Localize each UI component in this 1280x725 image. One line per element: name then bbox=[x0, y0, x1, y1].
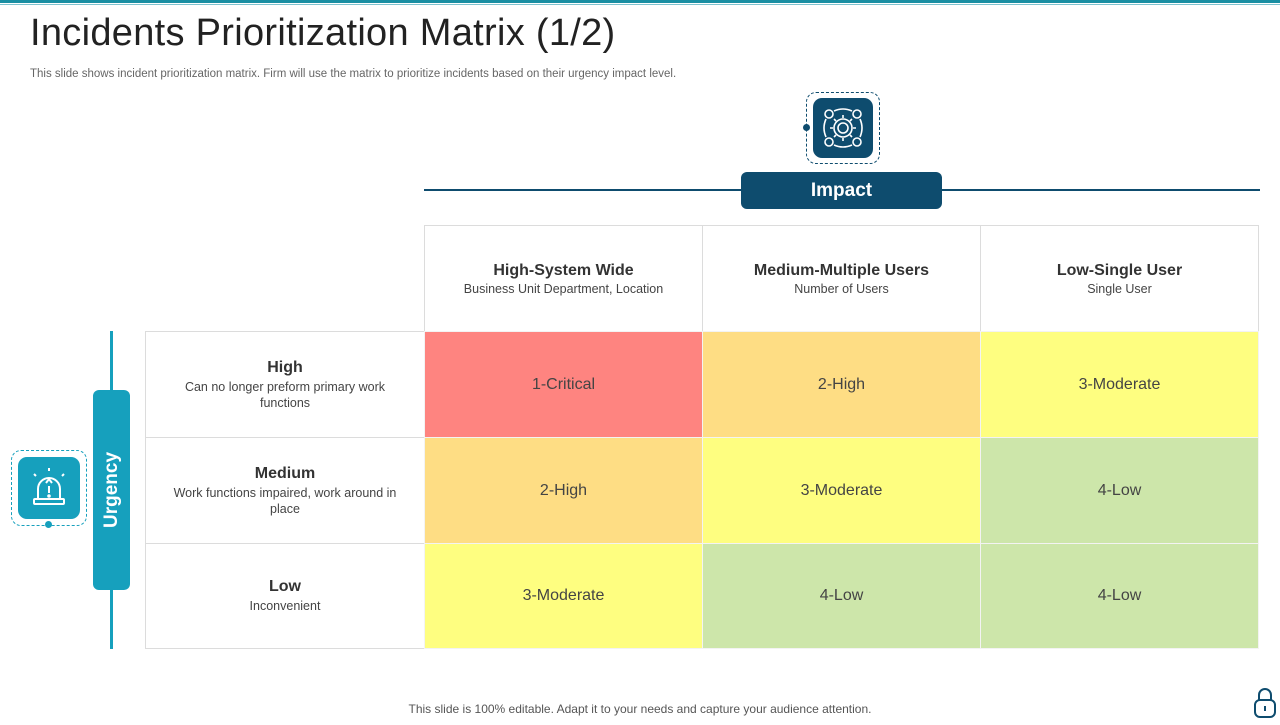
column-desc: Single User bbox=[1087, 281, 1152, 296]
top-accent-bar bbox=[0, 0, 1280, 3]
column-title: Low-Single User bbox=[1056, 261, 1183, 279]
column-desc: Business Unit Department, Location bbox=[463, 281, 664, 296]
top-accent-line bbox=[0, 4, 1280, 5]
urgency-connector-dot bbox=[45, 521, 52, 528]
column-header-medium: Medium-Multiple Users Number of Users bbox=[702, 225, 981, 332]
urgency-pill: Urgency bbox=[93, 390, 130, 590]
column-desc: Number of Users bbox=[794, 281, 889, 296]
matrix-cell-medium-low: 4-Low bbox=[980, 437, 1259, 544]
matrix-cell-medium-high: 2-High bbox=[424, 437, 703, 544]
gears-process-icon bbox=[813, 98, 873, 158]
matrix-cell-high-low: 3-Moderate bbox=[980, 331, 1259, 438]
row-header-medium: Medium Work functions impaired, work aro… bbox=[145, 437, 425, 544]
impact-connector-dot bbox=[803, 124, 810, 131]
row-title: High bbox=[267, 358, 303, 376]
lock-icon bbox=[1252, 686, 1278, 720]
column-header-high: High-System Wide Business Unit Departmen… bbox=[424, 225, 703, 332]
matrix-cell-low-high: 3-Moderate bbox=[424, 543, 703, 649]
row-header-high: High Can no longer preform primary work … bbox=[145, 331, 425, 438]
row-desc: Can no longer preform primary work funct… bbox=[184, 379, 386, 410]
row-header-low: Low Inconvenient bbox=[145, 543, 425, 649]
page-subtitle: This slide shows incident prioritization… bbox=[30, 68, 677, 80]
alarm-siren-icon bbox=[18, 457, 80, 519]
page-title: Incidents Prioritization Matrix (1/2) bbox=[30, 12, 616, 54]
matrix-cell-low-low: 4-Low bbox=[980, 543, 1259, 649]
column-title: High-System Wide bbox=[493, 261, 634, 279]
column-header-low: Low-Single User Single User bbox=[980, 225, 1259, 332]
row-title: Low bbox=[269, 578, 301, 595]
impact-label: Impact bbox=[741, 172, 942, 209]
urgency-label: Urgency bbox=[100, 451, 122, 529]
row-title: Medium bbox=[254, 464, 316, 482]
impact-icon-frame bbox=[803, 92, 880, 164]
matrix-cell-medium-medium: 3-Moderate bbox=[702, 437, 981, 544]
matrix-cell-high-high: 1-Critical bbox=[424, 331, 703, 438]
column-title: Medium-Multiple Users bbox=[753, 261, 930, 279]
row-desc: Inconvenient bbox=[249, 599, 321, 613]
matrix-cell-low-medium: 4-Low bbox=[702, 543, 981, 649]
matrix-cell-high-medium: 2-High bbox=[702, 331, 981, 438]
footer-note: This slide is 100% editable. Adapt it to… bbox=[408, 702, 872, 716]
row-desc: Work functions impaired, work around in … bbox=[173, 485, 397, 516]
urgency-icon-frame bbox=[11, 450, 87, 528]
